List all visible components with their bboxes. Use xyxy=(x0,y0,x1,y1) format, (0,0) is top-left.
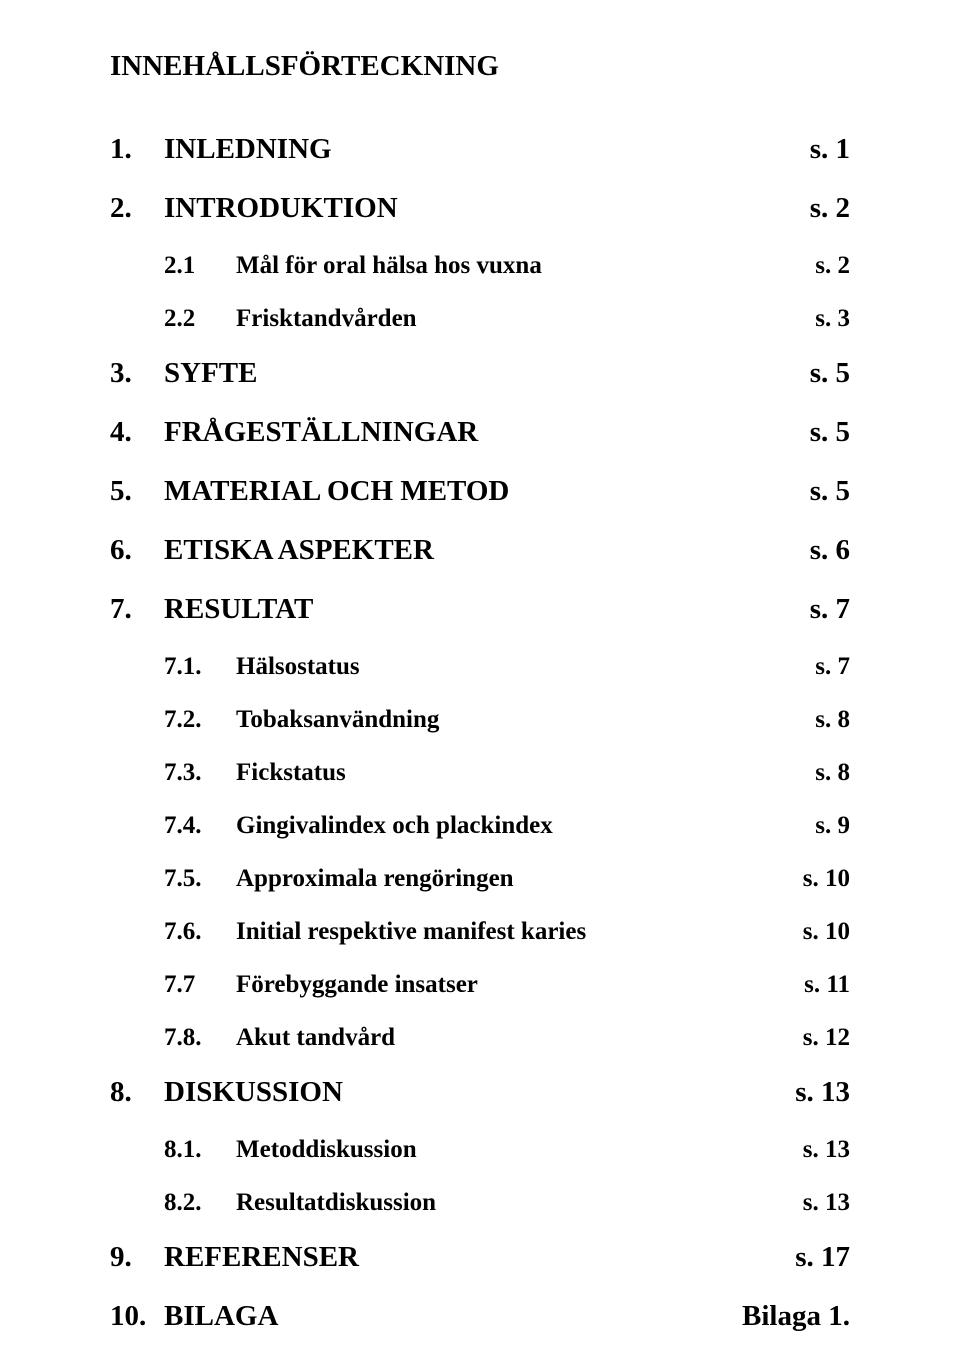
toc-page: s. 8 xyxy=(815,707,850,732)
toc-entry-4: 4. FRÅGESTÄLLNINGAR s. 5 xyxy=(110,418,850,447)
toc-number: 8.1. xyxy=(164,1137,236,1162)
toc-label: FRÅGESTÄLLNINGAR xyxy=(164,418,478,447)
toc-number: 4. xyxy=(110,418,164,447)
toc-label: SYFTE xyxy=(164,359,257,388)
toc-number: 6. xyxy=(110,536,164,565)
toc-number: 8.2. xyxy=(164,1190,236,1215)
toc-page: s. 5 xyxy=(810,359,850,388)
toc-page: s. 12 xyxy=(803,1025,850,1050)
toc-entry-3: 3. SYFTE s. 5 xyxy=(110,359,850,388)
toc-page: s. 13 xyxy=(803,1190,850,1215)
toc-label: INTRODUKTION xyxy=(164,194,398,223)
toc-label: Akut tandvård xyxy=(236,1025,395,1050)
toc-entry-6: 6. ETISKA ASPEKTER s. 6 xyxy=(110,536,850,565)
toc-page: s. 6 xyxy=(810,536,850,565)
toc-entry-2: 2. INTRODUKTION s. 2 xyxy=(110,194,850,223)
toc-label: ETISKA ASPEKTER xyxy=(164,536,434,565)
toc-number: 9. xyxy=(110,1243,164,1272)
toc-number: 7. xyxy=(110,595,164,624)
toc-number: 7.8. xyxy=(164,1025,236,1050)
toc-label: RESULTAT xyxy=(164,595,313,624)
toc-entry-7-2: 7.2. Tobaksanvändning s. 8 xyxy=(110,707,850,732)
toc-entry-10: 10. BILAGA Bilaga 1. xyxy=(110,1302,850,1331)
toc-number: 8. xyxy=(110,1078,164,1107)
toc-entry-7-5: 7.5. Approximala rengöringen s. 10 xyxy=(110,866,850,891)
toc-number: 2.1 xyxy=(164,253,236,278)
toc-page: s. 13 xyxy=(803,1137,850,1162)
toc-entry-7: 7. RESULTAT s. 7 xyxy=(110,595,850,624)
toc-page: s. 7 xyxy=(815,654,850,679)
toc-label: Fickstatus xyxy=(236,760,346,785)
toc-label: Hälsostatus xyxy=(236,654,360,679)
toc-page: s. 2 xyxy=(810,194,850,223)
toc-label: DISKUSSION xyxy=(164,1078,343,1107)
toc-entry-7-4: 7.4. Gingivalindex och plackindex s. 9 xyxy=(110,813,850,838)
toc-number: 2. xyxy=(110,194,164,223)
toc-number: 7.5. xyxy=(164,866,236,891)
toc-number: 7.4. xyxy=(164,813,236,838)
toc-entry-8: 8. DISKUSSION s. 13 xyxy=(110,1078,850,1107)
toc-entry-7-1: 7.1. Hälsostatus s. 7 xyxy=(110,654,850,679)
toc-label: Metoddiskussion xyxy=(236,1137,417,1162)
toc-entry-7-8: 7.8. Akut tandvård s. 12 xyxy=(110,1025,850,1050)
toc-page: s. 2 xyxy=(815,253,850,278)
toc-number: 3. xyxy=(110,359,164,388)
toc-page: Bilaga 1. xyxy=(742,1302,850,1331)
toc-page: s. 5 xyxy=(810,477,850,506)
toc-page: s. 11 xyxy=(804,972,850,997)
document-title: INNEHÅLLSFÖRTECKNING xyxy=(110,50,850,83)
toc-label: Förebyggande insatser xyxy=(236,972,478,997)
toc-number: 7.3. xyxy=(164,760,236,785)
toc-label: Initial respektive manifest karies xyxy=(236,919,586,944)
toc-label: BILAGA xyxy=(164,1302,278,1331)
toc-label: Approximala rengöringen xyxy=(236,866,514,891)
toc-number: 7.1. xyxy=(164,654,236,679)
toc-label: Frisktandvården xyxy=(236,306,417,331)
toc-page: s. 10 xyxy=(803,866,850,891)
toc-number: 10. xyxy=(110,1302,164,1331)
toc-number: 5. xyxy=(110,477,164,506)
toc-label: REFERENSER xyxy=(164,1243,359,1272)
toc-entry-7-3: 7.3. Fickstatus s. 8 xyxy=(110,760,850,785)
toc-page: s. 17 xyxy=(795,1243,850,1272)
toc-page: s. 7 xyxy=(810,595,850,624)
toc-page: s. 9 xyxy=(815,813,850,838)
toc-page: s. 10 xyxy=(803,919,850,944)
toc-entry-7-7: 7.7 Förebyggande insatser s. 11 xyxy=(110,972,850,997)
toc-entry-2-2: 2.2 Frisktandvården s. 3 xyxy=(110,306,850,331)
toc-page: s. 13 xyxy=(795,1078,850,1107)
toc-entry-8-1: 8.1. Metoddiskussion s. 13 xyxy=(110,1137,850,1162)
toc-page: s. 3 xyxy=(815,306,850,331)
toc-entry-8-2: 8.2. Resultatdiskussion s. 13 xyxy=(110,1190,850,1215)
toc-number: 7.7 xyxy=(164,972,236,997)
toc-entry-1: 1. INLEDNING s. 1 xyxy=(110,135,850,164)
toc-number: 2.2 xyxy=(164,306,236,331)
toc-label: Gingivalindex och plackindex xyxy=(236,813,553,838)
toc-page: s. 5 xyxy=(810,418,850,447)
toc-number: 7.2. xyxy=(164,707,236,732)
toc-number: 7.6. xyxy=(164,919,236,944)
toc-entry-9: 9. REFERENSER s. 17 xyxy=(110,1243,850,1272)
toc-label: Mål för oral hälsa hos vuxna xyxy=(236,253,542,278)
toc-label: Resultatdiskussion xyxy=(236,1190,436,1215)
toc-label: MATERIAL OCH METOD xyxy=(164,477,509,506)
toc-entry-7-6: 7.6. Initial respektive manifest karies … xyxy=(110,919,850,944)
toc-entry-5: 5. MATERIAL OCH METOD s. 5 xyxy=(110,477,850,506)
toc-entry-2-1: 2.1 Mål för oral hälsa hos vuxna s. 2 xyxy=(110,253,850,278)
toc-label: Tobaksanvändning xyxy=(236,707,439,732)
toc-page: s. 1 xyxy=(810,135,850,164)
toc-number: 1. xyxy=(110,135,164,164)
toc-page: s. 8 xyxy=(815,760,850,785)
toc-label: INLEDNING xyxy=(164,135,332,164)
